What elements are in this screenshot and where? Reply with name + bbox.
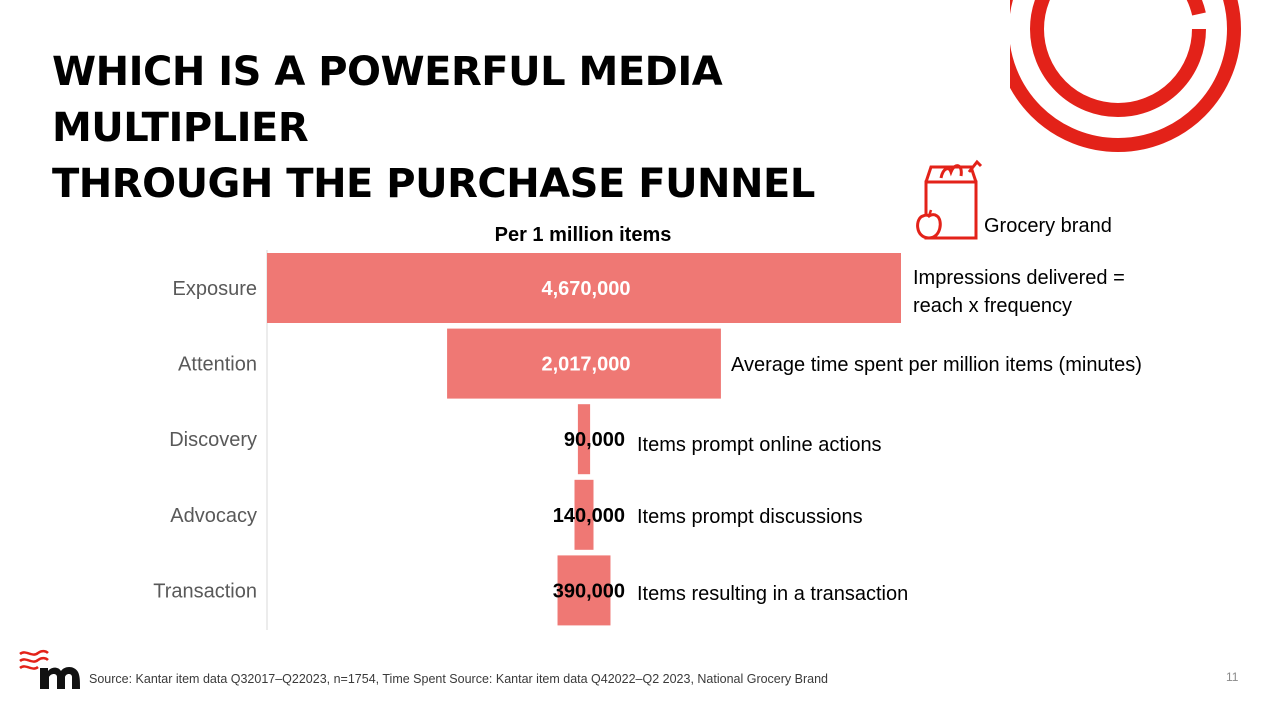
category-label-attention: Attention [178, 354, 257, 376]
value-label-discovery: 90,000 [564, 429, 625, 451]
note-exposure: Impressions delivered = reach x frequenc… [913, 267, 1125, 317]
category-label-advocacy: Advocacy [170, 505, 257, 527]
funnel-bar-advocacy [574, 479, 594, 550]
source-footnote: Source: Kantar item data Q32017–Q22023, … [89, 672, 829, 686]
grocery-bag-icon [916, 159, 983, 240]
slide-title: WHICH IS A POWERFUL MEDIA MULTIPLIER THR… [52, 44, 972, 212]
page-number: 11 [1226, 670, 1239, 684]
value-label-transaction: 390,000 [553, 580, 625, 602]
legend-grocery-brand: Grocery brand [915, 158, 1155, 242]
chart-title: Per 1 million items [494, 224, 672, 246]
note-attention: Average time spent per million items (mi… [731, 354, 1142, 376]
value-label-advocacy: 140,000 [553, 505, 625, 527]
note-discovery: Items prompt online actions [637, 434, 882, 456]
category-label-transaction: Transaction [153, 580, 257, 602]
slide-title-line-2: THROUGH THE PURCHASE FUNNEL [52, 161, 815, 207]
note-advocacy: Items prompt discussions [637, 506, 863, 528]
funnel-bar-transaction [557, 555, 611, 626]
note-transaction: Items resulting in a transaction [637, 583, 909, 605]
funnel-bar-exposure [267, 253, 901, 323]
company-logo [19, 649, 80, 689]
slide-title-line-1: WHICH IS A POWERFUL MEDIA MULTIPLIER [52, 49, 723, 151]
category-label-discovery: Discovery [169, 429, 257, 451]
funnel-bar-discovery [577, 404, 591, 475]
legend-label: Grocery brand [984, 215, 1112, 237]
category-label-exposure: Exposure [173, 278, 258, 300]
value-label-attention: 2,017,000 [542, 354, 631, 376]
decorative-ring-logo [1010, 0, 1241, 152]
funnel-bar-attention [447, 328, 721, 399]
value-label-exposure: 4,670,000 [542, 278, 631, 300]
